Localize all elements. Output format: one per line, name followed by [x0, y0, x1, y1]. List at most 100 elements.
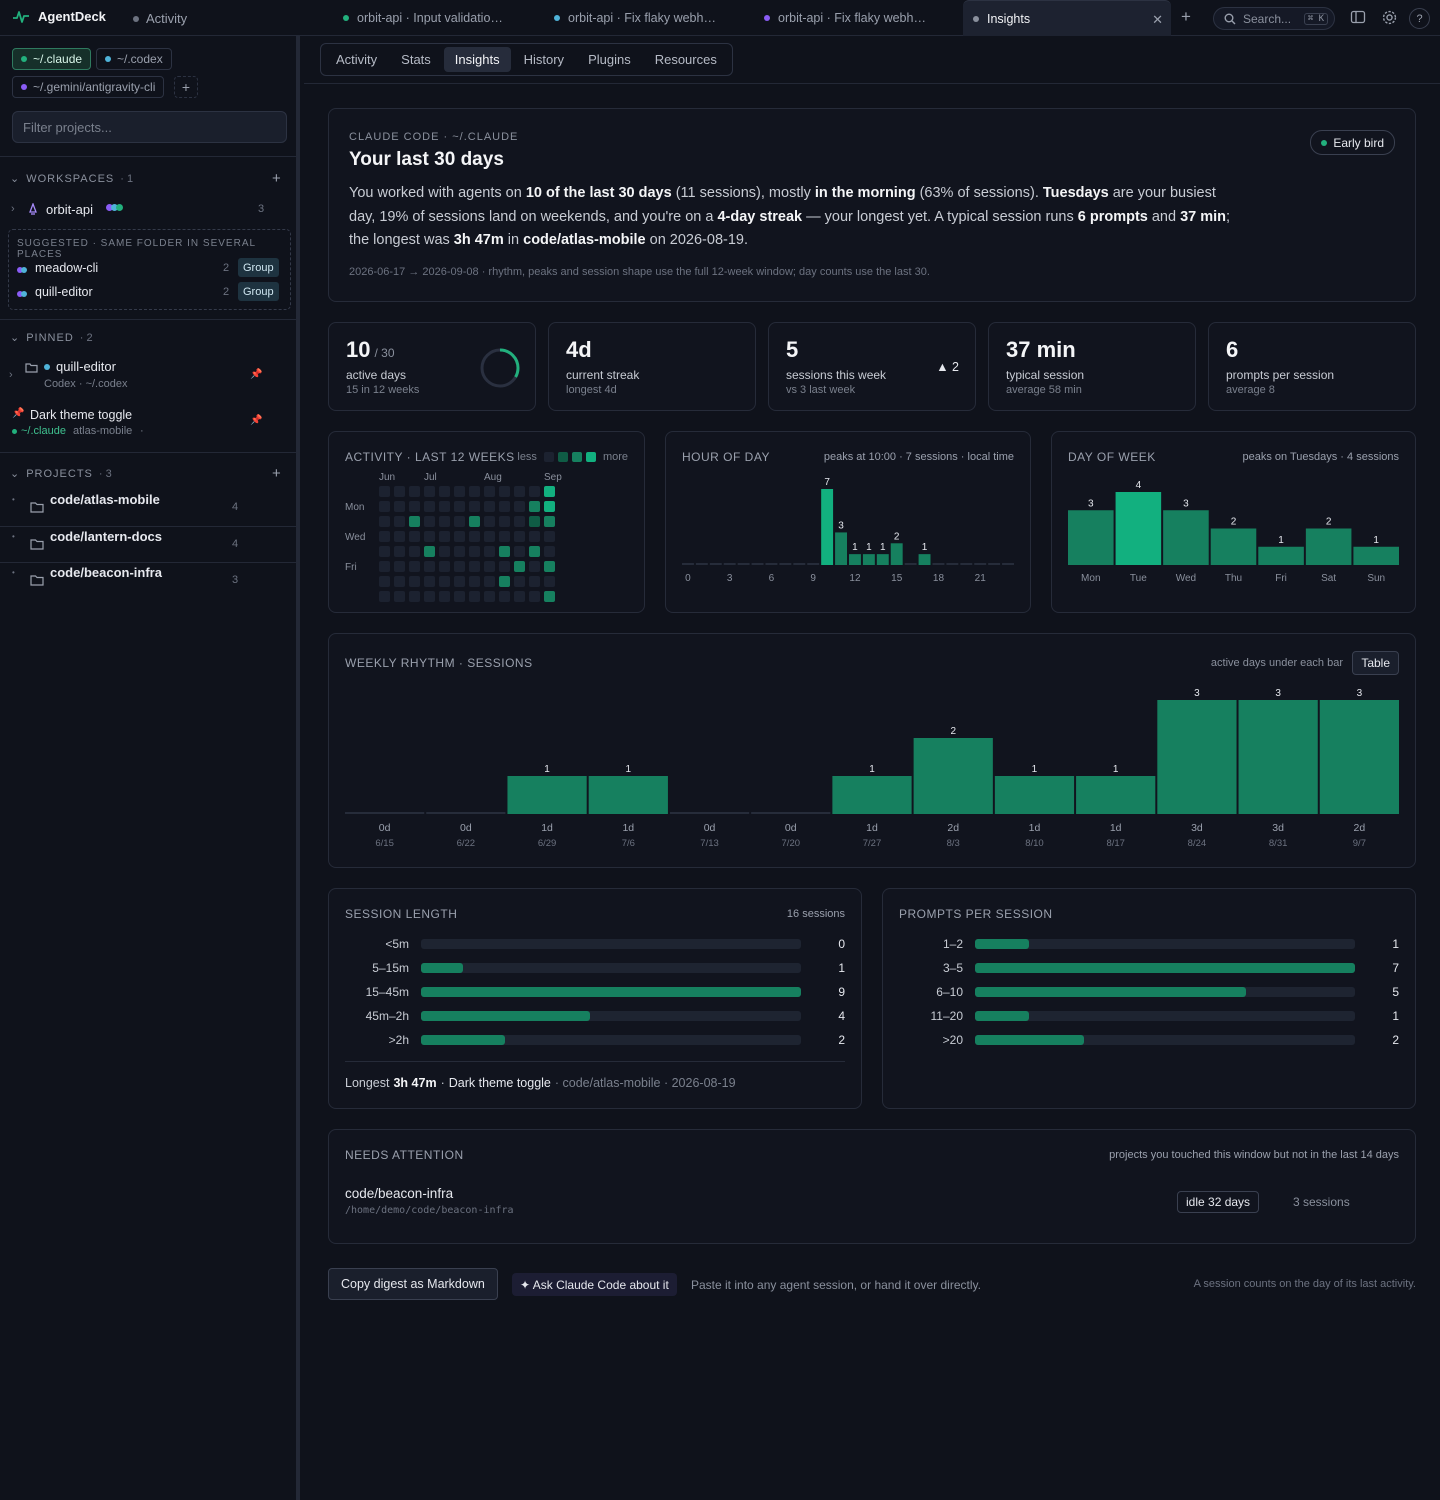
chart-bar — [835, 532, 847, 565]
tab-activity[interactable]: Activity — [336, 52, 378, 67]
tab-stats[interactable]: Stats — [401, 52, 431, 67]
heatmap-cell — [409, 501, 420, 512]
tab-resources[interactable]: Resources — [654, 52, 717, 67]
session-tab[interactable]: orbit-api · Fix flaky webh… — [754, 0, 954, 36]
card-title: DAY OF WEEK — [1068, 450, 1156, 464]
active-days-label: 2d — [1354, 822, 1366, 834]
stat-caption: vs 3 last week — [786, 384, 856, 396]
filter-projects-input[interactable] — [12, 111, 287, 143]
heatmap-cell — [454, 516, 465, 527]
tab-insights[interactable]: Insights — [443, 47, 511, 72]
tab-dot — [973, 15, 979, 22]
add-workspace-icon[interactable]: + — [272, 170, 281, 187]
chart-bar — [1163, 510, 1209, 565]
bar-fill — [975, 939, 1030, 949]
heatmap-cell — [529, 531, 540, 542]
suggested-title: SUGGESTED · SAME FOLDER IN SEVERAL PLACE… — [17, 238, 256, 260]
active-days-label: 1d — [866, 822, 878, 834]
workspace-orbit-api[interactable]: › orbit-api 3 — [0, 200, 296, 218]
help-icon[interactable]: ? — [1409, 8, 1430, 29]
add-project-icon[interactable]: + — [272, 465, 281, 482]
search-input[interactable]: Search... ⌘ K — [1213, 7, 1335, 30]
chart-bar — [918, 554, 931, 565]
active-days-label: 3d — [1272, 822, 1284, 834]
session-tab[interactable]: orbit-api · Input validatio… — [333, 0, 533, 36]
pinned-header[interactable]: ⌄ PINNED · 2 — [10, 331, 93, 345]
summary-fragment: in — [503, 232, 524, 248]
source-dot — [44, 364, 50, 370]
heatmap-cell — [544, 501, 555, 512]
top-bar: AgentDeck Activity orbit-api · Input val… — [0, 0, 1440, 36]
chart-bar — [913, 738, 993, 814]
session-tab[interactable]: orbit-api · Fix flaky webh… — [544, 0, 744, 36]
chart-bar — [1305, 528, 1352, 565]
heatmap-cell — [439, 561, 450, 572]
workspaces-header[interactable]: ⌄ WORKSPACES · 1 — [10, 172, 133, 186]
chart-bar — [862, 554, 875, 565]
stat-number: 6 — [1226, 337, 1239, 362]
chevron-right-icon: › — [9, 369, 13, 381]
new-tab-icon[interactable]: + — [1181, 7, 1191, 26]
bar-fill — [975, 963, 1355, 973]
attention-project[interactable]: code/beacon-infra — [345, 1186, 454, 1201]
active-days-label: 1d — [622, 822, 634, 834]
shortcut-hint: ⌘ K — [1303, 12, 1328, 25]
sidebar-toggle-icon[interactable] — [1350, 9, 1366, 25]
bar-fill — [975, 987, 1247, 997]
heatmap-cell — [499, 561, 510, 572]
tab-history[interactable]: History — [523, 52, 565, 67]
heatmap-cell — [499, 486, 510, 497]
bar-fill — [421, 963, 464, 973]
status-dot — [133, 15, 139, 22]
divider — [0, 156, 296, 157]
legend-more: more — [602, 451, 628, 463]
month-label: Aug — [484, 472, 502, 483]
pinned-item-dark-theme-toggle[interactable]: 📌 Dark theme toggle ~/.claude atlas-mobi… — [0, 407, 296, 439]
source-chip-codex[interactable]: ~/.codex — [96, 48, 172, 70]
suggested-count: 2 — [223, 286, 230, 298]
chart-bar — [904, 563, 917, 565]
group-button[interactable]: Group — [238, 282, 279, 301]
source-chip-gemini[interactable]: ~/.gemini/antigravity-cli — [12, 76, 165, 98]
data-label: 7 — [824, 477, 830, 488]
table-toggle-button[interactable]: Table — [1352, 651, 1399, 675]
heatmap-cell — [514, 501, 525, 512]
longest-session-link[interactable]: Dark theme toggle — [448, 1076, 551, 1090]
heatmap-cell — [484, 576, 495, 587]
page-title: Your last 30 days — [349, 149, 504, 170]
heatmap-cell — [439, 591, 450, 602]
pinned-item-quill-editor[interactable]: › quill-editor Codex · ~/.codex 📌 — [0, 359, 296, 393]
projects-header[interactable]: ⌄ PROJECTS · 3 — [10, 467, 112, 481]
gear-icon[interactable] — [1381, 9, 1398, 26]
heatmap-cell — [394, 591, 405, 602]
tab-dot — [764, 15, 770, 21]
tick-label: Sun — [1367, 573, 1385, 584]
search-icon — [1224, 13, 1236, 24]
chart-bar — [1115, 492, 1162, 565]
group-button[interactable]: Group — [238, 258, 279, 277]
pin-icon: 📌 — [12, 408, 25, 419]
summary-fragment: are your busiest day, 19% of sessions la… — [349, 185, 1216, 225]
tab-plugins[interactable]: Plugins — [588, 52, 631, 67]
active-days-label: 0d — [379, 822, 391, 834]
close-icon[interactable]: ✕ — [1152, 12, 1163, 27]
link-icon — [17, 261, 27, 276]
pin-icon[interactable]: 📌 — [250, 415, 263, 426]
tab-insights[interactable]: Insights ✕ — [963, 0, 1171, 36]
bar-label: >20 — [942, 1033, 963, 1047]
copy-digest-button[interactable]: Copy digest as Markdown — [328, 1268, 498, 1300]
app-logo[interactable]: AgentDeck — [12, 9, 106, 24]
add-source-button[interactable]: + — [174, 76, 198, 98]
ask-claude-button[interactable]: ✦ Ask Claude Code about it — [512, 1273, 677, 1296]
chart-bar — [765, 563, 778, 565]
heatmap-cell — [469, 516, 480, 527]
data-label: 3 — [838, 520, 844, 531]
week-label: 6/22 — [457, 838, 476, 849]
activity-tab[interactable]: Activity — [133, 11, 187, 26]
chart-bar — [588, 776, 668, 814]
source-chip-claude[interactable]: ~/.claude — [12, 48, 92, 70]
chevron-down-icon: ⌄ — [10, 173, 21, 185]
tick-label: 9 — [810, 573, 816, 584]
link-icon — [17, 285, 27, 300]
pin-icon[interactable]: 📌 — [250, 369, 263, 380]
